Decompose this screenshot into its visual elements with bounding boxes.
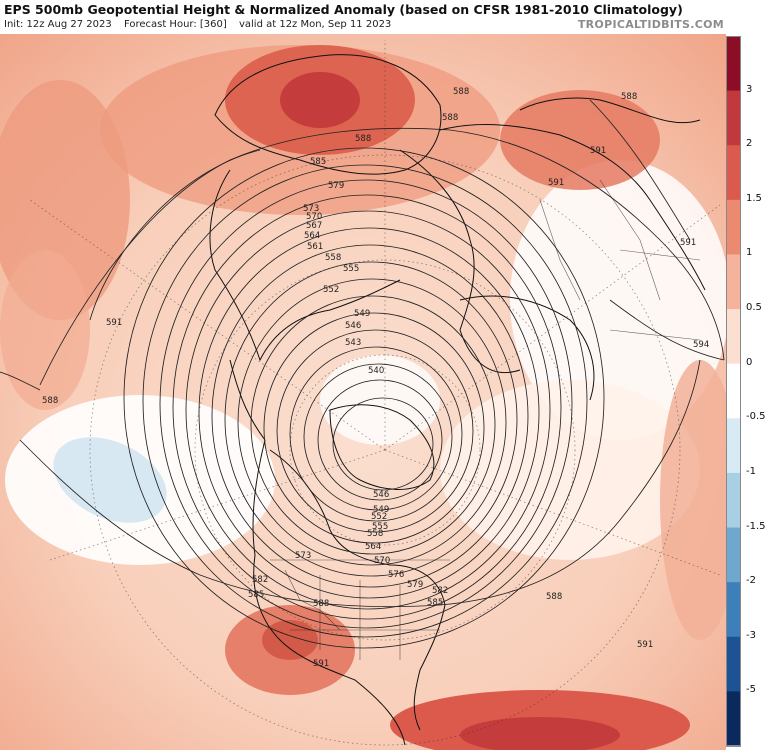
label-582-west: 582 [252,575,268,585]
colorbar-tick-label: -3 [746,629,756,641]
label-552-center: 552 [371,512,387,522]
label-591-south: 591 [313,659,329,669]
colorbar-tick-label: -0.5 [746,411,766,423]
label-549-north: 549 [354,309,370,319]
label-549-center: 549 [373,505,389,515]
height-contours [0,99,725,649]
label-564-south: 564 [365,542,381,552]
colorbar-segment [726,472,741,529]
label-579: 579 [328,181,344,191]
valid-time: valid at 12z Mon, Sep 11 2023 [238,19,392,30]
label-555-center: 555 [372,522,388,532]
label-591-southeast: 591 [637,640,653,650]
label-591-west: 591 [106,318,122,328]
header: EPS 500mb Geopotential Height & Normaliz… [0,0,768,34]
colorbar-tick-label: -1 [746,465,756,477]
forecast-hour: Forecast Hour: [360] [123,19,227,30]
label-558-north: 558 [325,253,341,263]
colorbar-segment [726,636,741,692]
label-591-east: 591 [680,238,696,248]
label-585-north: 585 [310,157,326,167]
label-588-northeast-2: 588 [442,113,458,123]
label-591-ne2: 591 [548,178,564,188]
colorbar-segment [726,309,741,365]
map-subtitle: Init: 12z Aug 27 2023 Forecast Hour: [36… [4,19,400,30]
colorbar-tick-label: 2 [746,138,753,150]
label-588-north: 588 [355,134,371,144]
colorbar-tick-label: 0.5 [746,302,762,314]
label-561: 561 [307,242,323,252]
colorbar-segment [726,582,741,638]
colorbar: 3 2 1.5 1 0.5 0 -0.5 -1 -1.5 -2 -3 -5 [726,34,768,750]
colorbar-segment [726,418,741,474]
colorbar-segment [726,254,741,310]
label-567: 567 [306,221,322,231]
colorbar-tick-label: -2 [746,575,756,587]
colorbar-segment [726,90,741,146]
label-546-center: 546 [373,490,389,500]
label-588-northeast-1: 588 [453,87,469,97]
label-576: 576 [388,570,404,580]
graticule [29,40,721,746]
anomaly-shading [0,34,726,750]
colorbar-tick-label: -1.5 [746,520,766,532]
colorbar-tick-label: -5 [746,684,756,696]
colorbar-segment [726,691,741,747]
label-573-north: 573 [303,204,319,214]
anomaly-map: 588 591 588 585 579 573 570 567 564 561 … [0,34,726,750]
label-594: 594 [693,340,709,350]
label-585-east: 585 [427,598,443,608]
init-time: Init: 12z Aug 27 2023 [4,19,112,30]
label-558-center: 558 [367,529,383,539]
colorbar-segment [726,363,741,419]
colorbar-segment [726,527,741,583]
source-watermark: TROPICALTIDBITS.COM [577,18,724,31]
colorbar-scale [726,36,741,747]
contour-labels: 588 591 588 585 579 573 570 567 564 561 … [42,87,709,669]
label-540: 540 [368,366,384,376]
colorbar-segment [726,36,741,92]
colorbar-frame [726,36,741,746]
colorbar-tick-label: 1 [746,247,753,259]
label-579-south: 579 [407,580,423,590]
label-552-north: 552 [323,285,339,295]
coastlines [209,54,706,746]
label-546-north: 546 [345,321,361,331]
label-582-east: 582 [432,586,448,596]
label-588-northeast-3: 588 [621,92,637,102]
label-570-south: 570 [374,556,390,566]
colorbar-segment [726,145,741,201]
label-564-north: 564 [304,231,320,241]
label-555-north: 555 [343,264,359,274]
label-591-northeast: 591 [590,146,606,156]
label-570-north: 570 [306,212,322,222]
label-588-east: 588 [546,592,562,602]
map-title: EPS 500mb Geopotential Height & Normaliz… [4,2,683,17]
colorbar-segment [726,199,741,255]
colorbar-tick-label: 0 [746,356,753,368]
label-588-central: 588 [313,599,329,609]
label-543: 543 [345,338,361,348]
label-585-west: 585 [248,590,264,600]
political-borders [270,179,701,660]
label-588-northwest: 588 [42,396,58,406]
colorbar-tick-label: 3 [746,83,753,95]
colorbar-tick-label: 1.5 [746,192,762,204]
label-573-south: 573 [295,551,311,561]
